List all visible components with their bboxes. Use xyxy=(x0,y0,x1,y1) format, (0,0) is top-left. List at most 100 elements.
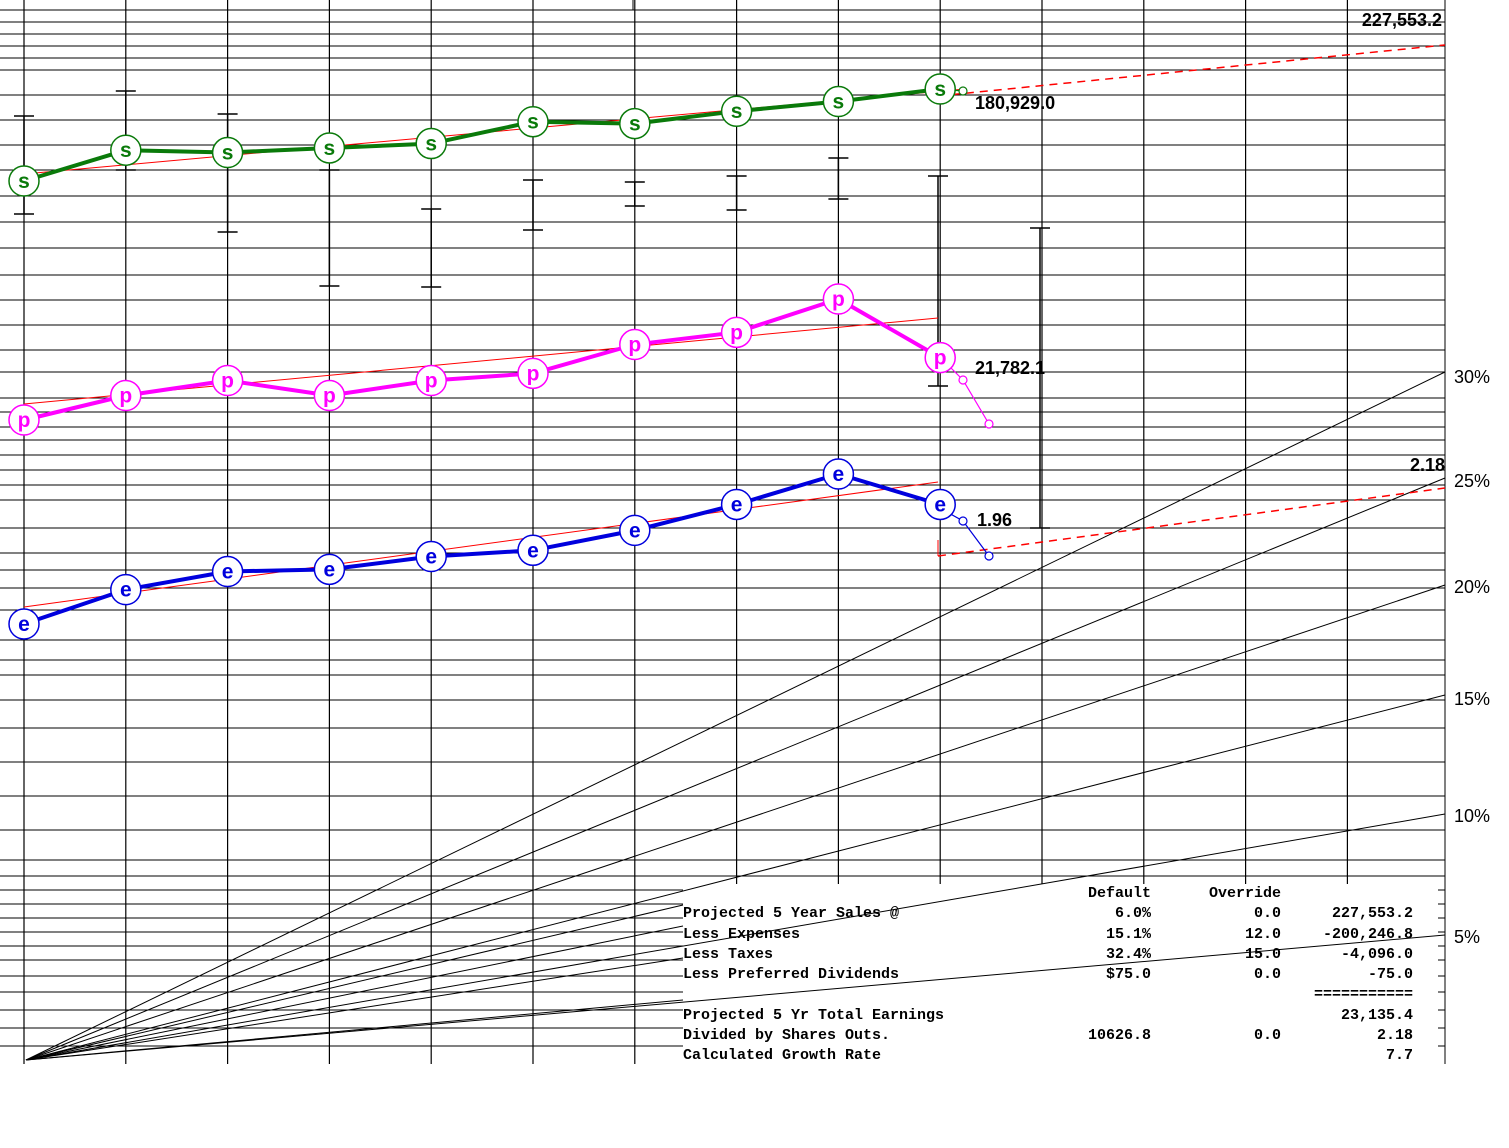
calc-row: Divided by Shares Outs. 10626.8 0.0 2.18 xyxy=(683,1026,1423,1046)
eps-point-marker: e xyxy=(833,463,845,486)
eps-point-marker: e xyxy=(18,613,30,636)
pretax-data-point xyxy=(619,328,651,361)
eps-quarterly-point xyxy=(984,551,994,561)
eps-data-point xyxy=(313,553,346,586)
calc-override: 0.0 xyxy=(1253,966,1281,984)
calc-label: Calculated Growth Rate xyxy=(683,1047,882,1065)
sales-point-marker: s xyxy=(425,133,437,156)
calc-default: 32.4% xyxy=(1105,945,1151,963)
pretax-point-marker: p xyxy=(323,385,336,408)
growth-label-15: 15% xyxy=(1454,689,1490,709)
calc-result: 23,135.4 xyxy=(1340,1006,1413,1024)
projection-calculation-table: Default Override Projected 5 Year Sales … xyxy=(683,884,1423,1067)
eps-point-marker: e xyxy=(629,519,641,542)
sales-data-point xyxy=(211,136,244,169)
sales-point-marker: s xyxy=(120,139,132,162)
growth-label-30: 30% xyxy=(1454,367,1490,387)
eps-projected-label: 2.18 xyxy=(1410,455,1445,475)
eps-point-marker: e xyxy=(324,558,336,581)
header-override: Override xyxy=(1208,885,1281,902)
calc-label: Projected 5 Yr Total Earnings xyxy=(683,1006,945,1024)
pretax-data-point xyxy=(822,283,855,315)
eps-point-marker: e xyxy=(731,493,743,516)
pretax-data-point xyxy=(415,364,447,397)
calc-label: Divided by Shares Outs. xyxy=(683,1027,891,1045)
pretax-quarterly-point xyxy=(958,375,968,385)
eps-data-point xyxy=(619,514,651,547)
sales-point-marker: s xyxy=(629,113,641,136)
eps-trend-line xyxy=(23,481,939,608)
eps-projection-line xyxy=(937,487,1446,557)
growth-rate-line xyxy=(25,813,1446,1061)
eps-data-point xyxy=(924,488,956,521)
pretax-point-marker: p xyxy=(527,362,540,385)
pretax-point-marker: p xyxy=(119,385,132,408)
sales-data-point xyxy=(517,105,549,138)
pretax-point-marker: p xyxy=(730,321,743,344)
growth-rate-line xyxy=(25,371,1446,1061)
calc-label: Less Expenses xyxy=(683,925,801,943)
pretax-value-label: 21,782.1 xyxy=(975,358,1045,378)
pretax-point-marker: p xyxy=(934,347,947,370)
eps-data-point xyxy=(822,458,855,490)
growth-rate-line xyxy=(25,957,684,1061)
sales-data-point xyxy=(720,95,753,127)
eps-point-marker: e xyxy=(120,579,132,602)
growth-chart: s s s s s s s s s s p p p p p p p p p p e e e e e e e e e e 180,929.0… xyxy=(0,0,1490,1064)
calc-separator: =========== xyxy=(1313,986,1413,1004)
chart-grid xyxy=(0,0,1446,1064)
eps-data-point xyxy=(211,555,244,588)
pretax-data-point xyxy=(517,357,549,390)
calc-result: -200,246.8 xyxy=(1322,925,1413,943)
eps-point-marker: e xyxy=(527,539,539,562)
calc-default: 10626.8 xyxy=(1087,1027,1151,1045)
sales-series-line xyxy=(23,87,941,183)
sales-projected-label: 227,553.2 xyxy=(1362,10,1442,30)
eps-point-marker: e xyxy=(222,561,234,584)
header-default: Default xyxy=(1087,885,1151,902)
growth-label-10: 10% xyxy=(1454,806,1490,826)
growth-label-25: 25% xyxy=(1454,471,1490,491)
growth-rate-line xyxy=(25,477,1446,1061)
pretax-point-marker: p xyxy=(628,334,641,357)
sales-data-point xyxy=(415,127,447,160)
calc-result: 2.18 xyxy=(1376,1027,1413,1045)
growth-label-5: 5% xyxy=(1454,927,1480,947)
sales-data-point xyxy=(313,132,346,164)
pretax-quarterly-point xyxy=(984,419,994,429)
pretax-data-point xyxy=(8,404,40,436)
calc-table-background xyxy=(683,884,1438,1064)
data-series: s s s s s s s s s s p p p p p p p p p p e e e e e e e e e e xyxy=(8,73,994,640)
eps-point-marker: e xyxy=(425,546,437,569)
growth-rate-fan xyxy=(25,371,1446,1061)
sales-data-point xyxy=(8,165,40,197)
calc-result: 7.7 xyxy=(1385,1047,1413,1065)
eps-data-point xyxy=(110,573,142,606)
calc-result: -75.0 xyxy=(1367,966,1413,984)
calc-row: Projected 5 Year Sales @ 6.0% 0.0 227,55… xyxy=(683,904,1423,924)
calc-label: Less Preferred Dividends xyxy=(683,966,900,984)
calc-default: 6.0% xyxy=(1114,905,1151,923)
pretax-series-line xyxy=(23,297,942,422)
calc-row: Calculated Growth Rate 7.7 xyxy=(683,1046,1423,1066)
eps-point-marker: e xyxy=(934,493,946,516)
calc-row: Less Expenses 15.1% 12.0 -200,246.8 xyxy=(683,925,1423,945)
eps-value-label: 1.96 xyxy=(977,510,1012,530)
calc-default: $75.0 xyxy=(1105,966,1151,984)
calc-separator-row: =========== xyxy=(683,985,1423,1005)
calc-label: Less Taxes xyxy=(683,945,774,963)
sales-point-marker: s xyxy=(222,142,234,165)
calc-row: Projected 5 Yr Total Earnings 23,135.4 xyxy=(683,1006,1423,1026)
pretax-data-point xyxy=(720,316,753,349)
calc-override: 0.0 xyxy=(1253,905,1281,923)
sales-projection-line xyxy=(937,44,1446,97)
calc-result: 227,553.2 xyxy=(1331,905,1413,923)
pretax-point-marker: p xyxy=(18,409,31,432)
sales-point-marker: s xyxy=(527,111,539,134)
calc-override: 0.0 xyxy=(1253,1027,1281,1045)
sales-point-marker: s xyxy=(18,170,30,193)
pretax-data-point xyxy=(211,364,244,397)
sales-data-point xyxy=(619,107,651,140)
eps-data-point xyxy=(415,540,447,573)
eps-series-line xyxy=(23,472,941,626)
